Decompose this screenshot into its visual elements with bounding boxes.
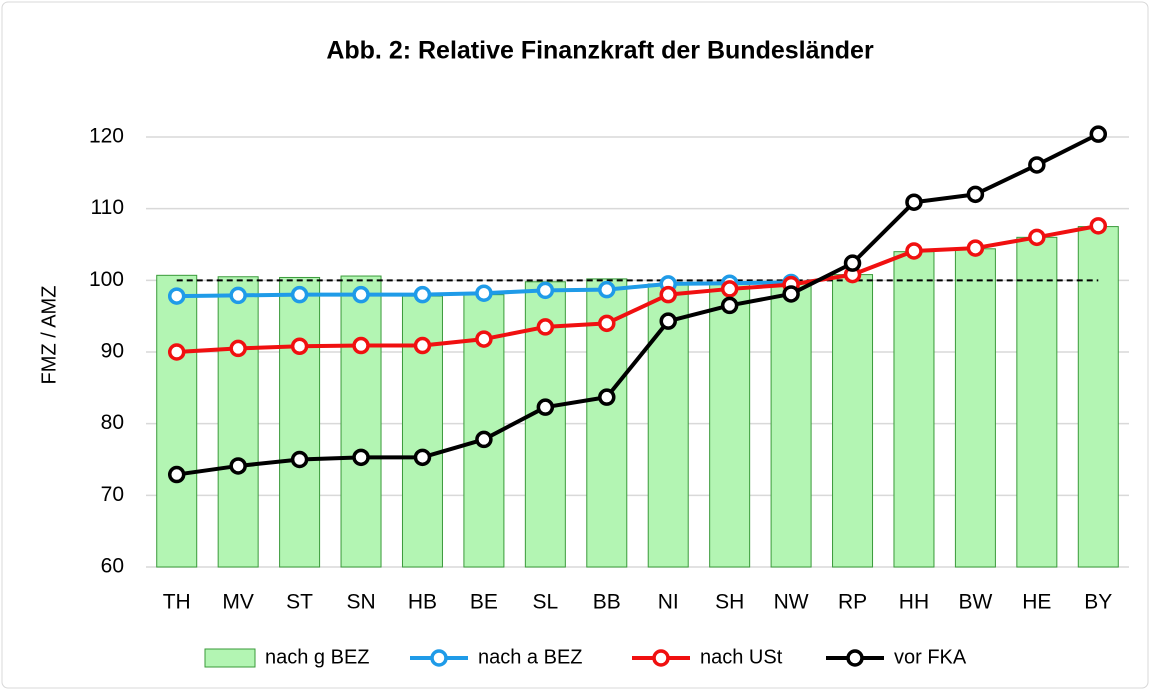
point — [290, 285, 309, 304]
x-tick-label: SN — [346, 591, 375, 614]
chart-title: Abb. 2: Relative Finanzkraft der Bundesl… — [326, 37, 874, 65]
x-tick-label: HE — [1022, 591, 1051, 614]
y-tick-label: 80 — [101, 411, 124, 434]
point — [720, 280, 739, 298]
point — [413, 285, 432, 304]
x-tick-label: ST — [286, 591, 313, 614]
x-tick-label: HH — [899, 591, 929, 614]
point — [1028, 156, 1046, 174]
point — [229, 457, 247, 475]
bar — [401, 295, 443, 568]
bar — [709, 282, 751, 568]
point — [536, 318, 555, 336]
x-tick-label: NI — [658, 591, 679, 614]
x-tick-label: MV — [222, 591, 254, 614]
bar — [832, 274, 874, 568]
bar — [770, 281, 812, 568]
point — [290, 450, 309, 469]
bar — [586, 278, 628, 568]
bar — [340, 275, 382, 568]
point — [905, 242, 923, 260]
point — [352, 336, 370, 355]
line — [176, 132, 1100, 477]
legend-swatch — [204, 648, 256, 668]
point — [352, 448, 370, 467]
x-tick-label: BW — [958, 591, 992, 614]
legend-label: nach USt — [700, 646, 783, 668]
legend-label: nach g BEZ — [265, 646, 370, 668]
point — [659, 285, 677, 304]
x-tick-label: NW — [774, 591, 809, 614]
bar — [647, 283, 689, 568]
bar — [1016, 236, 1058, 568]
point — [598, 314, 616, 333]
y-tick-label: 120 — [89, 125, 124, 148]
legend-marker — [846, 649, 864, 667]
x-tick-label: TH — [163, 591, 191, 614]
y-tick-label: 60 — [101, 555, 124, 578]
y-axis-label: FMZ / AMZ — [38, 286, 60, 385]
point — [413, 336, 432, 355]
bar — [1077, 226, 1119, 568]
bar — [954, 248, 996, 568]
x-tick-label: RP — [838, 591, 867, 614]
point — [536, 398, 555, 416]
bar — [217, 276, 259, 568]
x-tick-label: BY — [1084, 591, 1112, 614]
point — [720, 296, 739, 315]
point — [598, 388, 616, 406]
y-tick-label: 100 — [89, 268, 124, 291]
point — [167, 465, 186, 484]
bar — [279, 276, 321, 568]
point — [536, 281, 555, 300]
point — [475, 330, 493, 348]
point — [905, 193, 923, 211]
point — [1028, 228, 1046, 247]
legend-marker — [430, 649, 448, 667]
x-tick-label: BE — [470, 591, 498, 614]
x-tick-label: BB — [593, 591, 621, 614]
point — [352, 285, 370, 304]
point — [1089, 125, 1108, 143]
point — [413, 448, 432, 467]
point — [475, 430, 493, 449]
bar — [156, 274, 198, 568]
point — [1089, 217, 1108, 235]
point — [167, 287, 186, 305]
x-tick-label: SL — [533, 591, 559, 614]
point — [966, 185, 985, 204]
point — [229, 339, 247, 358]
point — [167, 343, 186, 361]
line — [176, 223, 1099, 354]
legend-label: vor FKA — [894, 646, 967, 668]
legend-marker — [652, 649, 670, 667]
point — [782, 285, 800, 303]
y-tick-label: 110 — [91, 196, 124, 219]
bar — [893, 251, 935, 568]
point — [290, 337, 309, 356]
x-tick-label: SH — [715, 591, 744, 614]
point — [843, 254, 862, 272]
y-tick-label: 70 — [101, 483, 124, 506]
point — [598, 280, 616, 299]
point — [966, 239, 985, 257]
point — [659, 312, 677, 330]
point — [229, 286, 247, 305]
x-tick-label: HB — [408, 591, 437, 614]
point — [475, 284, 493, 302]
y-tick-label: 90 — [101, 340, 124, 363]
legend-label: nach a BEZ — [478, 646, 583, 668]
